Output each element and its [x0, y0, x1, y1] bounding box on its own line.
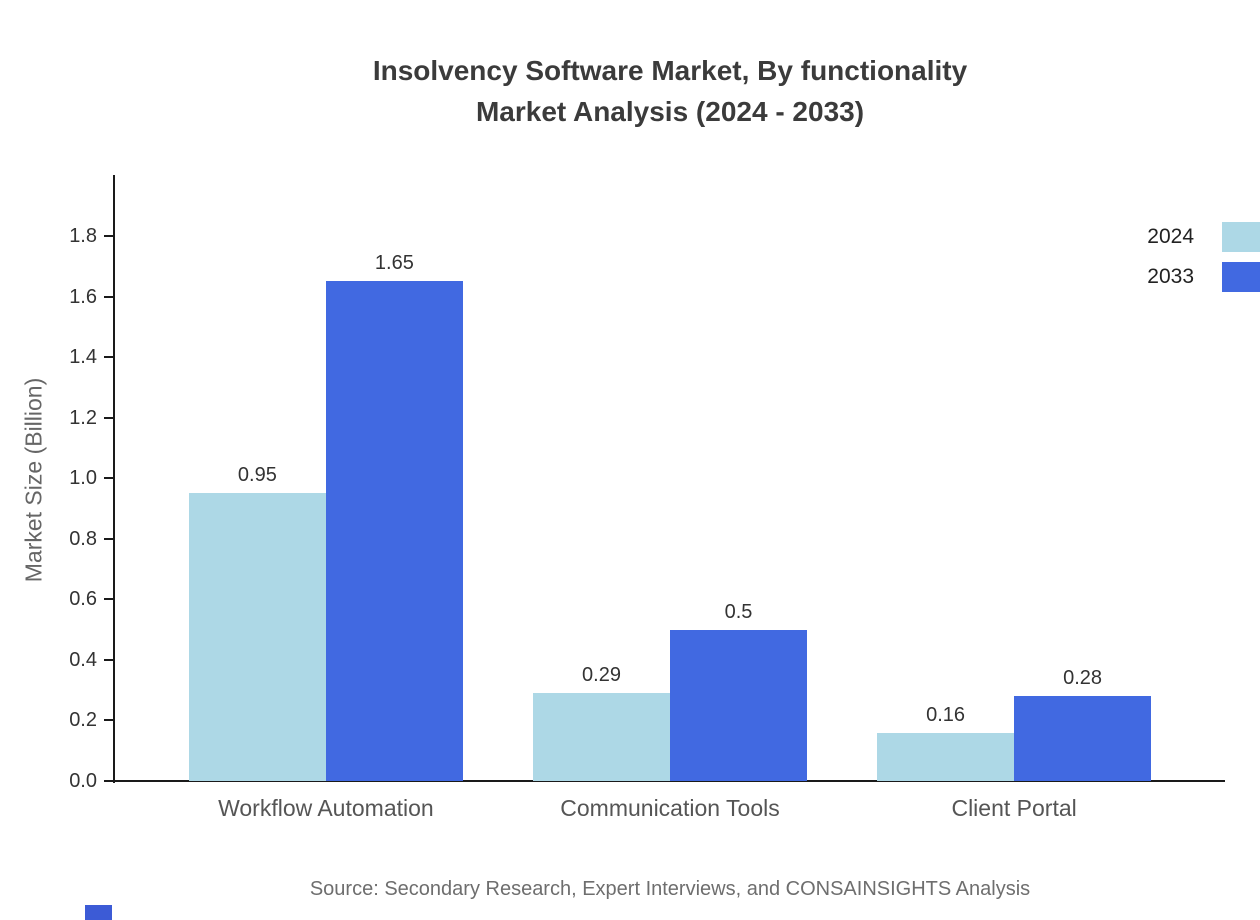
y-tick-label: 0.0 [69, 770, 97, 792]
y-tick-label: 1.6 [69, 285, 97, 308]
y-tick-mark [104, 537, 113, 540]
value-label-2024-client-portal: 0.16 [926, 703, 966, 726]
watermark-block [85, 905, 112, 920]
x-axis-line [113, 780, 1225, 782]
bar-2033-client-portal [1014, 696, 1152, 781]
legend-entry-2024: 2024 [1147, 222, 1260, 252]
y-tick-mark [104, 658, 113, 661]
value-label-2033-communication-tools: 0.5 [724, 600, 753, 623]
value-label-2033-client-portal: 0.28 [1063, 667, 1103, 690]
y-tick-mark [104, 295, 113, 298]
y-tick-mark [104, 598, 113, 601]
value-label-2033-workflow-automation: 1.65 [374, 252, 414, 275]
x-category-label-client-portal: Client Portal [951, 795, 1077, 821]
y-tick-label: 1.2 [69, 406, 97, 429]
y-tick-mark [104, 416, 113, 419]
chart-title: Insolvency Software Market, By functiona… [80, 50, 1260, 132]
y-tick-mark [104, 234, 113, 237]
bar-2033-workflow-automation [325, 281, 463, 781]
y-tick-label: 0.6 [69, 588, 97, 611]
legend-swatch-2033 [1222, 262, 1260, 292]
bar-2033-communication-tools [670, 629, 807, 781]
y-tick-label: 1.4 [69, 346, 97, 369]
chart-title-line2: Market Analysis (2024 - 2033) [475, 96, 865, 127]
value-label-2024-workflow-automation: 0.95 [237, 464, 277, 487]
y-axis-label: Market Size (Billion) [20, 377, 47, 583]
y-tick-label: 0.4 [69, 648, 97, 671]
y-tick-mark [104, 477, 113, 480]
x-category-label-communication-tools: Communication Tools [560, 795, 780, 821]
y-tick-label: 0.8 [69, 527, 97, 550]
y-tick-label: 1.8 [69, 224, 97, 247]
y-tick-mark [104, 356, 113, 359]
y-tick-label: 0.2 [69, 709, 97, 732]
x-category-label-workflow-automation: Workflow Automation [218, 795, 434, 821]
value-label-2024-communication-tools: 0.29 [582, 664, 621, 687]
legend: 2024 2033 [1147, 222, 1260, 302]
bar-2024-client-portal [877, 732, 1015, 781]
chart-title-line1: Insolvency Software Market, By functiona… [372, 55, 968, 86]
source-note: Source: Secondary Research, Expert Inter… [309, 878, 1031, 900]
y-tick-label: 1.0 [69, 467, 97, 490]
y-tick-mark [104, 780, 113, 782]
bar-2024-workflow-automation [188, 493, 326, 781]
legend-entry-2033: 2033 [1147, 262, 1260, 292]
y-tick-mark [104, 719, 113, 722]
bar-2024-communication-tools [533, 693, 670, 781]
plot-area: 0.0 0.2 0.4 0.6 0.8 1.0 1.2 1.4 1.6 1.8 0.95 0.29 0.… [69, 175, 1225, 821]
legend-label-2033: 2033 [1147, 265, 1194, 288]
legend-label-2024: 2024 [1147, 225, 1194, 248]
legend-swatch-2024 [1222, 222, 1260, 252]
y-axis-line [113, 175, 115, 783]
